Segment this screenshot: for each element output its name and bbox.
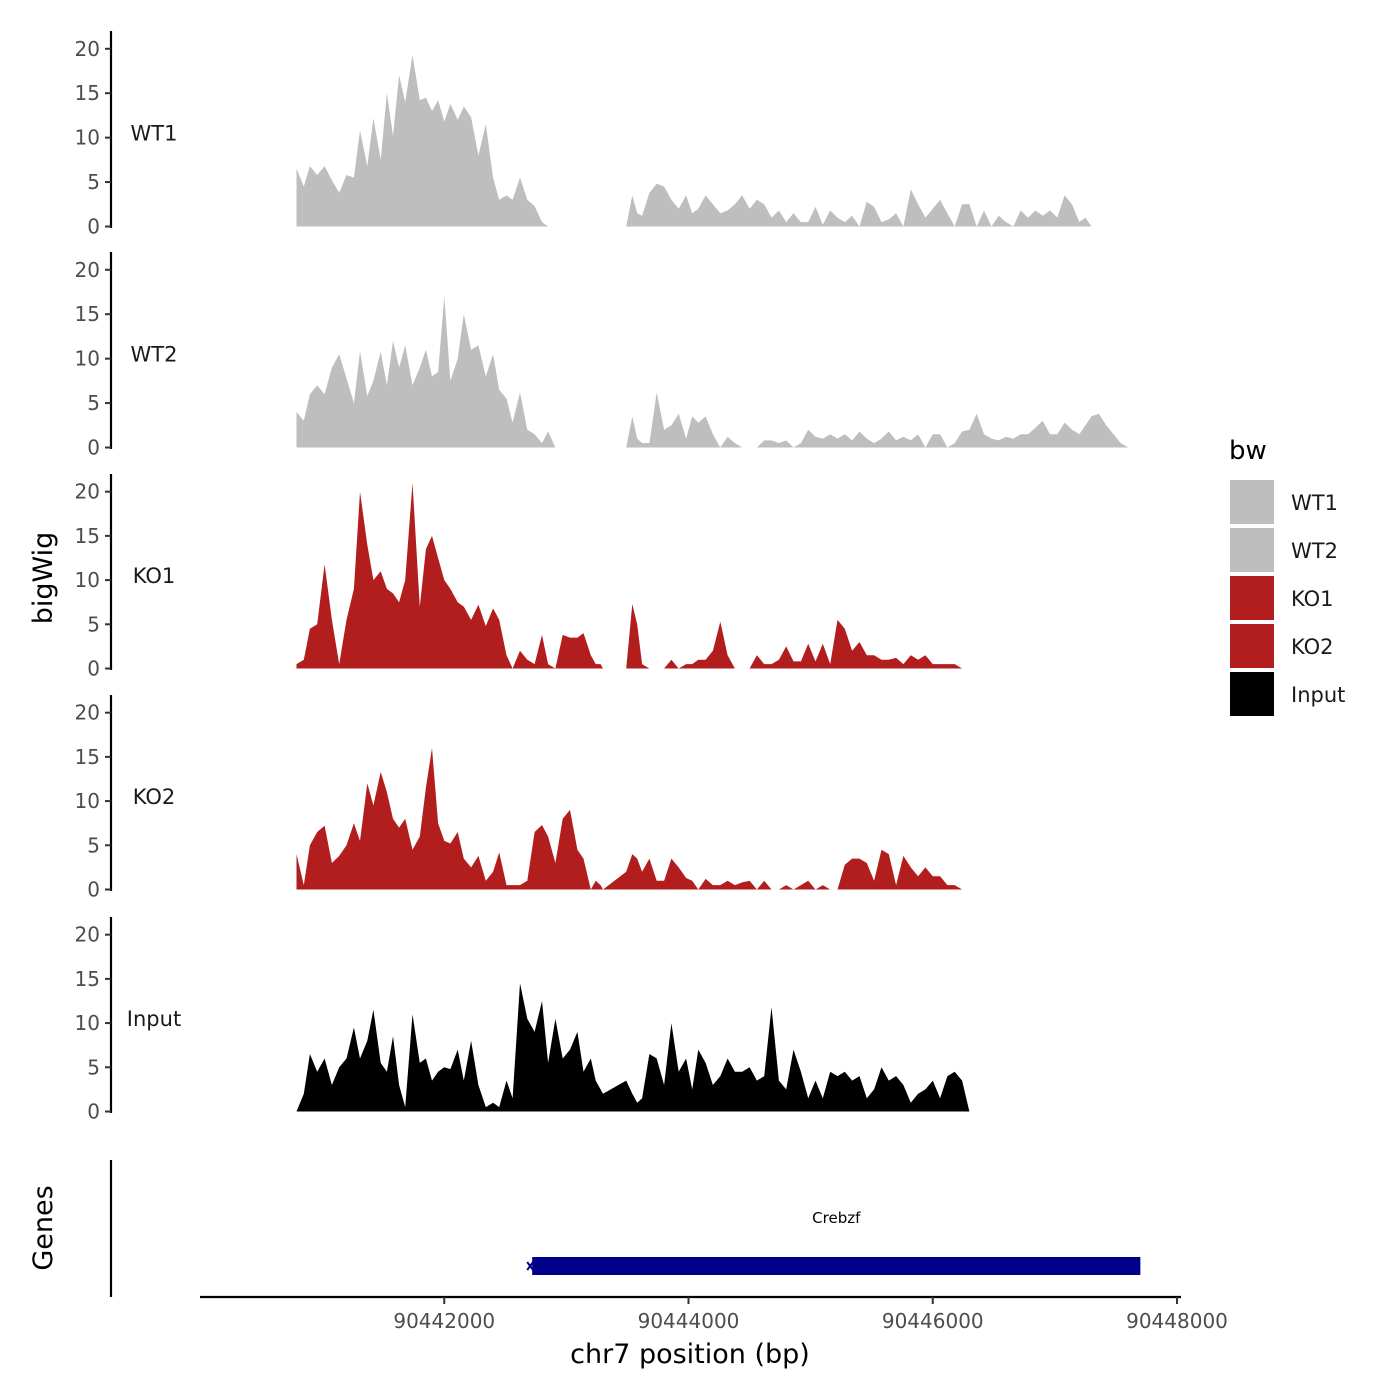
x-ticks-group: 90442000 90444000 90446000 90448000	[393, 1297, 1228, 1333]
legend-label: Input	[1291, 683, 1345, 707]
tracks-group: 0 5 10 15 20 WT1 0 5 10 15 20 WT2 0 5 10 15 20 KO1 0 5 10 15 2…	[75, 31, 1141, 1124]
y-axis-title: bigWig	[28, 532, 59, 625]
legend-title: bw	[1229, 436, 1267, 466]
track-label-wt1: WT1	[131, 122, 178, 146]
y-tick-label: 15	[75, 302, 100, 326]
genes-group: Crebzf	[526, 1209, 1141, 1275]
legend-entry-ko1: KO1	[1230, 576, 1334, 620]
y-tick-label: 5	[87, 170, 100, 194]
gene-strand-marker	[526, 1261, 534, 1271]
y-tick-label: 5	[87, 1055, 100, 1079]
x-tick-label: 90448000	[1126, 1309, 1228, 1333]
legend-entry-ko2: KO2	[1230, 624, 1334, 668]
y-tick-label: 5	[87, 612, 100, 636]
track-wt2: 0 5 10 15 20 WT2	[75, 252, 1141, 460]
legend-entry-wt2: WT2	[1230, 528, 1338, 572]
y-tick-label: 10	[75, 347, 100, 371]
legend-swatch	[1230, 672, 1274, 716]
y-tick-label: 0	[87, 878, 100, 902]
legend-entry-input: Input	[1230, 672, 1345, 716]
legend: bw WT1 WT2 KO1 KO2 Input	[1229, 436, 1345, 716]
track-ko2: 0 5 10 15 20 KO2	[75, 695, 1141, 902]
x-axis-title: chr7 position (bp)	[570, 1339, 810, 1370]
y-tick-label: 20	[75, 258, 100, 282]
y-tick-label: 20	[75, 480, 100, 504]
gene-panel: Genes Crebzf	[28, 1160, 1141, 1297]
x-tick-label: 90446000	[882, 1309, 984, 1333]
track-area-ko1	[296, 482, 1141, 669]
y-tick-label: 20	[75, 37, 100, 61]
track-wt1: 0 5 10 15 20 WT1	[75, 31, 1141, 239]
y-tick-label: 0	[87, 1100, 100, 1124]
track-area-input	[296, 983, 1141, 1112]
y-tick-label: 15	[75, 745, 100, 769]
y-tick-label: 5	[87, 391, 100, 415]
legend-label: KO2	[1291, 635, 1334, 659]
genes-axis-title: Genes	[28, 1185, 59, 1270]
x-tick-label: 90444000	[638, 1309, 740, 1333]
y-tick-label: 10	[75, 1011, 100, 1035]
gene-crebzf: Crebzf	[526, 1209, 1141, 1275]
track-area-wt2	[296, 296, 1141, 448]
track-area-ko2	[296, 748, 1141, 890]
track-label-ko1: KO1	[133, 564, 176, 588]
y-tick-label: 10	[75, 126, 100, 150]
y-tick-label: 20	[75, 923, 100, 947]
gene-label-crebzf: Crebzf	[812, 1209, 861, 1227]
track-ko1: 0 5 10 15 20 KO1	[75, 474, 1141, 681]
legend-swatch	[1230, 576, 1274, 620]
track-area-wt1	[296, 55, 1141, 227]
y-tick-label: 15	[75, 524, 100, 548]
y-tick-label: 0	[87, 436, 100, 460]
gene-body-crebzf	[532, 1257, 1141, 1275]
y-tick-label: 0	[87, 215, 100, 239]
y-tick-label: 15	[75, 967, 100, 991]
x-tick-label: 90442000	[393, 1309, 495, 1333]
track-label-input: Input	[127, 1007, 181, 1031]
x-axis: 90442000 90444000 90446000 90448000 chr7 po…	[200, 1295, 1228, 1370]
track-label-ko2: KO2	[133, 785, 176, 809]
track-label-wt2: WT2	[131, 343, 178, 367]
legend-swatch	[1230, 480, 1274, 524]
y-tick-label: 10	[75, 568, 100, 592]
y-tick-label: 20	[75, 701, 100, 725]
y-tick-label: 0	[87, 657, 100, 681]
legend-label: KO1	[1291, 587, 1334, 611]
y-tick-label: 5	[87, 833, 100, 857]
track-input: 0 5 10 15 20 Input	[75, 917, 1141, 1124]
y-tick-label: 10	[75, 789, 100, 813]
legend-label: WT1	[1291, 491, 1338, 515]
legend-swatch	[1230, 528, 1274, 572]
legend-swatch	[1230, 624, 1274, 668]
legend-entries: WT1 WT2 KO1 KO2 Input	[1230, 480, 1345, 716]
legend-label: WT2	[1291, 539, 1338, 563]
y-tick-label: 15	[75, 81, 100, 105]
legend-entry-wt1: WT1	[1230, 480, 1338, 524]
